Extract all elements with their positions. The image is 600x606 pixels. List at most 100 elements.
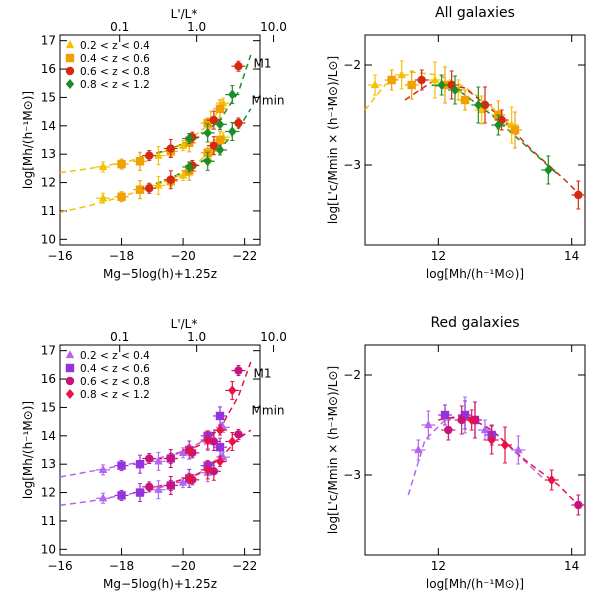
data-point xyxy=(98,193,108,202)
data-point xyxy=(228,126,237,137)
panel-top-left: −16 −18 −20 −22 10 11 12 13 14 15 16 17 0.1 1.0 10.0 L'… xyxy=(21,7,287,281)
top-tick-label: 0.1 xyxy=(110,20,129,34)
y-tick-label: 11 xyxy=(41,514,56,528)
data-point xyxy=(467,414,476,426)
legend-marker xyxy=(65,376,75,386)
data-point xyxy=(487,434,496,446)
y-tick-label: −2 xyxy=(343,58,361,72)
data-point xyxy=(424,420,433,429)
data-point xyxy=(370,80,380,89)
data-point xyxy=(234,118,243,128)
y-tick-label: 12 xyxy=(41,486,56,500)
data-point xyxy=(185,444,194,456)
top-axis-label: L'/L* xyxy=(171,7,198,21)
data-point xyxy=(178,170,188,179)
legend-marker xyxy=(65,350,75,359)
x-tick-label: 12 xyxy=(431,559,446,573)
plot-frame xyxy=(364,344,586,556)
x-axis-label: Mg−5log(h)+1.25z xyxy=(103,577,217,591)
data-point xyxy=(135,157,145,166)
x-tick-label: −20 xyxy=(170,559,195,573)
data-point xyxy=(215,442,225,452)
data-point xyxy=(215,411,225,421)
data-point xyxy=(203,118,212,128)
y-tick-label: 15 xyxy=(41,90,56,104)
x-tick-label: 14 xyxy=(564,249,579,263)
data-point xyxy=(547,474,556,486)
data-point xyxy=(500,439,510,451)
data-point xyxy=(494,119,503,131)
data-point xyxy=(215,135,225,145)
legend-marker xyxy=(65,53,75,63)
x-axis-label: Mg−5log(h)+1.25z xyxy=(103,267,217,281)
annotation-m1: M1 xyxy=(254,56,272,70)
data-point xyxy=(234,62,243,71)
data-point xyxy=(218,98,228,107)
y-tick-label: −3 xyxy=(343,468,361,482)
legend-label: 0.2 < z < 0.4 xyxy=(80,350,150,362)
data-point xyxy=(98,162,108,171)
x-tick-label: −16 xyxy=(47,249,72,263)
y-tick-label: 17 xyxy=(41,34,56,48)
data-point xyxy=(117,461,126,470)
legend-label: 0.4 < z < 0.6 xyxy=(80,363,150,375)
y-tick-label: 11 xyxy=(41,204,56,218)
y-axis-label: log[Mh/(h⁻¹M⊙)] xyxy=(21,401,35,499)
panel-top-right: 12 14 −2 −3 log[Mh/(h⁻¹M⊙)] log[L'c/Mmin × (h… xyxy=(326,5,586,281)
data-point xyxy=(574,500,583,510)
data-point xyxy=(185,161,194,172)
data-point xyxy=(135,185,145,194)
legend-label: 0.6 < z < 0.8 xyxy=(80,376,150,388)
y-tick-label: 15 xyxy=(41,400,56,414)
data-point xyxy=(228,385,237,396)
data-point xyxy=(215,104,225,113)
data-point xyxy=(440,410,450,420)
plot-frame xyxy=(364,34,586,246)
data-point xyxy=(437,79,446,91)
legend-marker xyxy=(65,363,75,373)
plot-frame xyxy=(59,34,261,246)
data-point xyxy=(117,192,126,201)
data-point xyxy=(117,491,126,500)
annotation-mmin: Mmin xyxy=(252,93,285,107)
model-curve xyxy=(136,361,252,465)
panel-bottom-right: 12 14 −2 −3 log[Mh/(h⁻¹M⊙)] log[L'c/Mmin × (h… xyxy=(326,315,586,591)
x-tick-label: 12 xyxy=(431,249,446,263)
x-tick-label: −18 xyxy=(109,249,134,263)
data-point xyxy=(414,445,423,454)
panel-title: All galaxies xyxy=(435,5,515,21)
y-tick-label: 13 xyxy=(41,147,56,161)
data-point xyxy=(510,125,520,135)
model-curve xyxy=(364,71,519,134)
data-point xyxy=(430,75,440,84)
y-tick-label: 10 xyxy=(41,542,56,556)
data-point xyxy=(185,133,194,144)
legend-label: 0.4 < z < 0.6 xyxy=(80,53,150,65)
top-axis-label: L'/L* xyxy=(171,317,198,331)
data-point xyxy=(215,144,225,155)
data-point xyxy=(234,430,243,439)
data-point xyxy=(166,144,175,153)
data-point xyxy=(117,159,126,169)
data-point xyxy=(215,456,225,467)
annotation-m1: M1 xyxy=(254,366,272,380)
legend-marker xyxy=(65,388,75,400)
x-tick-label: −22 xyxy=(232,559,257,573)
panel-bottom-left: −16 −18 −20 −22 10 11 12 13 14 15 16 17 0.1 1.0 10.0 L'… xyxy=(21,317,287,591)
data-point xyxy=(215,119,225,130)
model-curve xyxy=(438,414,579,506)
y-tick-label: 10 xyxy=(41,232,56,246)
x-tick-label: −16 xyxy=(47,559,72,573)
data-point xyxy=(480,425,490,434)
data-point xyxy=(154,484,163,493)
y-tick-label: 17 xyxy=(41,344,56,358)
top-tick-label: 0.1 xyxy=(110,330,129,344)
data-point xyxy=(145,454,154,463)
top-tick-label: 10.0 xyxy=(260,20,287,34)
top-tick-label: 1.0 xyxy=(187,330,206,344)
legend-marker xyxy=(65,78,75,90)
legend-label: 0.8 < z < 1.2 xyxy=(80,79,150,91)
data-point xyxy=(397,70,406,79)
legend-marker xyxy=(65,66,75,76)
